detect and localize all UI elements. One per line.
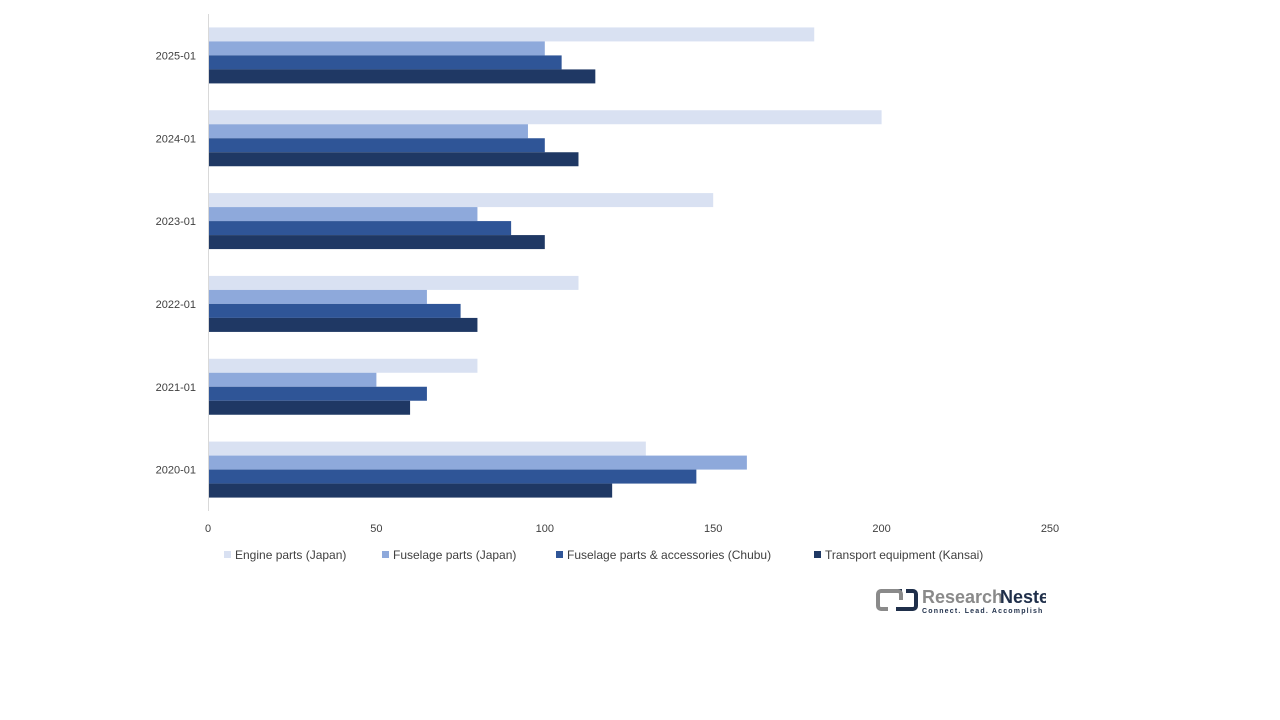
bar-2021-01-series-1 [209,372,377,387]
bar-2024-01-series-0 [209,110,882,125]
legend-label: Fuselage parts & accessories (Chubu) [567,548,771,562]
svg-text:Nester: Nester [1000,587,1046,607]
y-tick-label: 2023-01 [156,216,196,228]
legend-label: Engine parts (Japan) [235,548,346,562]
x-tick-label: 250 [1041,523,1059,535]
research-nester-logo: Research Nester Connect. Lead. Accomplis… [876,587,1046,615]
y-tick-label: 2025-01 [156,50,196,62]
bar-2024-01-series-2 [209,138,545,153]
x-tick-label: 150 [704,523,722,535]
bar-2024-01-series-3 [209,152,579,167]
legend: Engine parts (Japan) Fuselage parts (Japa… [224,548,983,562]
bar-2025-01-series-0 [209,27,815,42]
bar-2022-01-series-0 [209,275,579,290]
bar-2023-01-series-3 [209,235,545,250]
bar-2023-01-series-1 [209,207,478,222]
bar-2025-01-series-1 [209,41,545,56]
svg-text:Research: Research [922,587,1003,607]
bar-2025-01-series-2 [209,55,562,70]
bar-2024-01-series-1 [209,124,528,139]
legend-label: Transport equipment (Kansai) [825,548,983,562]
x-tick-label: 0 [205,523,211,535]
x-tick-labels: 0 50 100 150 200 250 [205,523,1059,535]
bar-2023-01-series-2 [209,221,512,236]
x-tick-label: 50 [370,523,382,535]
legend-swatch [224,551,231,558]
bar-2021-01-series-0 [209,358,478,373]
y-tick-label: 2022-01 [156,299,196,311]
bar-2022-01-series-2 [209,303,461,318]
x-tick-label: 100 [536,523,554,535]
y-tick-label: 2020-01 [156,465,196,477]
bar-2020-01-series-3 [209,483,613,498]
legend-swatch [814,551,821,558]
bars-layer [209,27,882,498]
bar-2023-01-series-0 [209,193,714,208]
y-tick-labels: 2020-01 2021-01 2022-01 2023-01 2024-01 2025-… [156,50,196,476]
bar-2021-01-series-3 [209,400,411,415]
bar-2022-01-series-3 [209,317,478,332]
y-tick-label: 2021-01 [156,382,196,394]
bar-2022-01-series-1 [209,289,427,304]
bar-2020-01-series-2 [209,469,697,484]
legend-swatch [382,551,389,558]
bar-2020-01-series-0 [209,441,646,456]
bar-2020-01-series-1 [209,455,747,470]
legend-label: Fuselage parts (Japan) [393,548,516,562]
x-tick-label: 200 [872,523,890,535]
y-tick-label: 2024-01 [156,133,196,145]
bar-2025-01-series-3 [209,69,596,84]
legend-swatch [556,551,563,558]
svg-text:Connect. Lead. Accomplish: Connect. Lead. Accomplish [922,608,1044,615]
bar-2021-01-series-2 [209,386,427,401]
